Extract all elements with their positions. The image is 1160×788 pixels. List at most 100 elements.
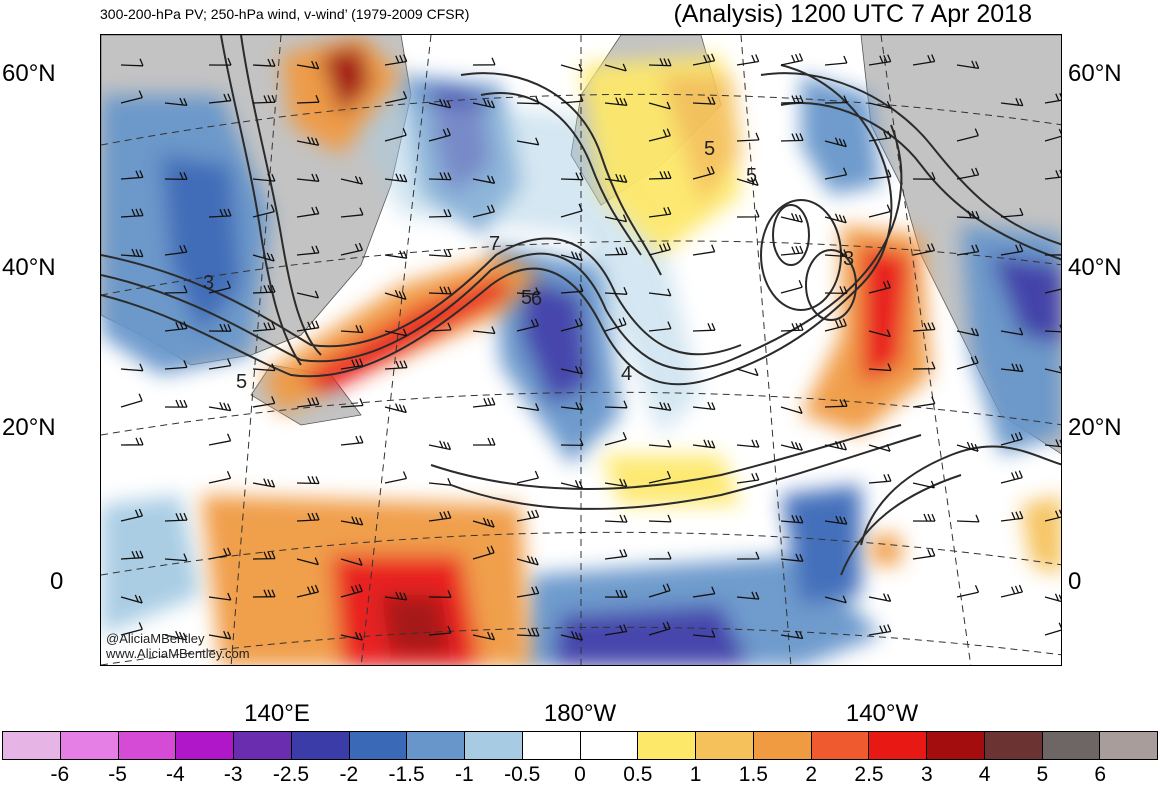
wind-barb [1044, 324, 1061, 333]
wind-barb [164, 172, 188, 181]
lon-label-140e: 140°E [244, 700, 310, 727]
wind-barb [428, 286, 452, 295]
wind-barb [164, 399, 188, 408]
wind-barb [340, 242, 363, 256]
wind-barb [692, 53, 716, 66]
wind-barb [472, 175, 496, 184]
wind-barb [560, 63, 583, 72]
wind-barb [824, 248, 848, 258]
colorbar-swatch [984, 732, 1043, 759]
wind-barb [428, 510, 452, 522]
wind-barb [824, 318, 847, 332]
wind-barb [428, 590, 452, 598]
wind-barb [868, 100, 891, 109]
colorbar-label: 2.5 [854, 763, 884, 786]
colorbar-label: 0.5 [623, 763, 653, 786]
wind-barb [560, 93, 584, 104]
wind-barb [692, 322, 716, 332]
wind-barb [1044, 439, 1061, 448]
wind-barb [296, 397, 320, 408]
wind-barb [692, 401, 716, 411]
wind-barb [780, 53, 804, 66]
wind-barb [120, 248, 144, 258]
wind-barb [560, 630, 583, 641]
lat-label-60n-right: 60°N [1068, 60, 1122, 87]
wind-barb [384, 90, 408, 104]
wind-barb [956, 60, 980, 70]
wind-barb [824, 440, 847, 451]
wind-barb [252, 589, 276, 598]
wind-barb [824, 213, 847, 224]
wind-barb [868, 54, 892, 66]
wind-barb [164, 360, 188, 370]
colorbar-label: 0 [574, 763, 586, 786]
wind-barb [252, 363, 276, 372]
wind-barb [604, 478, 628, 488]
wind-barb [824, 515, 848, 525]
wind-barb [604, 214, 628, 223]
wind-barb [648, 551, 672, 560]
wind-barb [340, 516, 364, 526]
wind-barb [956, 327, 980, 337]
wind-barb [340, 584, 363, 598]
colorbar-label: -0.5 [504, 763, 541, 786]
wind-barb [824, 95, 848, 104]
wind-barb [164, 285, 188, 294]
wind-barb [912, 513, 936, 522]
wind-barb [956, 441, 979, 452]
wind-barb [824, 55, 848, 66]
wind-barb [428, 172, 452, 181]
wind-barb [604, 624, 628, 636]
wind-barb [736, 472, 760, 484]
map-panel: 3 5 7 5 6 5 5 3 4 [100, 34, 1062, 666]
wind-barb [120, 208, 144, 218]
wind-barb [340, 557, 363, 566]
wind-barb [208, 93, 232, 104]
wind-barb [296, 512, 320, 522]
wind-barb [120, 550, 144, 560]
credit-website: www.AliciaMBentley.com [106, 646, 250, 661]
wind-barb [120, 622, 143, 636]
wind-barb [1000, 511, 1024, 522]
contour-label: 5 [746, 165, 757, 187]
wind-barb [604, 400, 628, 409]
colorbar-label: -4 [166, 763, 185, 786]
wind-barb [648, 321, 672, 332]
colorbar-swatch [580, 732, 639, 759]
colorbar-swatch [869, 732, 927, 759]
wind-barb [736, 439, 760, 448]
wind-barb [472, 57, 496, 66]
colorbar-label: 3 [920, 763, 933, 786]
wind-barb [252, 58, 276, 67]
wind-barb [648, 128, 671, 142]
colorbar-swatch [1100, 732, 1157, 759]
wind-barb [648, 401, 672, 411]
wind-barb [604, 317, 627, 332]
wind-barb [780, 279, 803, 294]
wind-barb [736, 551, 760, 560]
wind-barb [472, 204, 495, 218]
wind-barb [296, 173, 320, 182]
colorbar-label: 6 [1094, 763, 1107, 786]
wind-barb [516, 96, 540, 105]
wind-barb [252, 284, 276, 294]
wind-barb [780, 322, 804, 332]
wind-barb [560, 438, 584, 447]
wind-barb [560, 203, 583, 218]
colorbar-swatch [234, 732, 292, 759]
wind-barb [384, 289, 407, 301]
wind-barb [164, 321, 188, 332]
lat-label-40n-left: 40°N [2, 254, 56, 281]
wind-barb [120, 363, 144, 372]
colorbar-label: 2 [805, 763, 818, 786]
lat-label-20n-right: 20°N [1068, 414, 1122, 441]
colorbar-label: -5 [108, 763, 127, 786]
wind-barb [648, 206, 672, 218]
wind-barb [1000, 363, 1024, 373]
contour-label: 5 [704, 138, 715, 160]
wind-barb [428, 477, 452, 486]
wind-barb [560, 480, 583, 489]
wind-barb [164, 553, 188, 562]
wind-barb [384, 250, 408, 259]
wind-barb [428, 209, 452, 218]
